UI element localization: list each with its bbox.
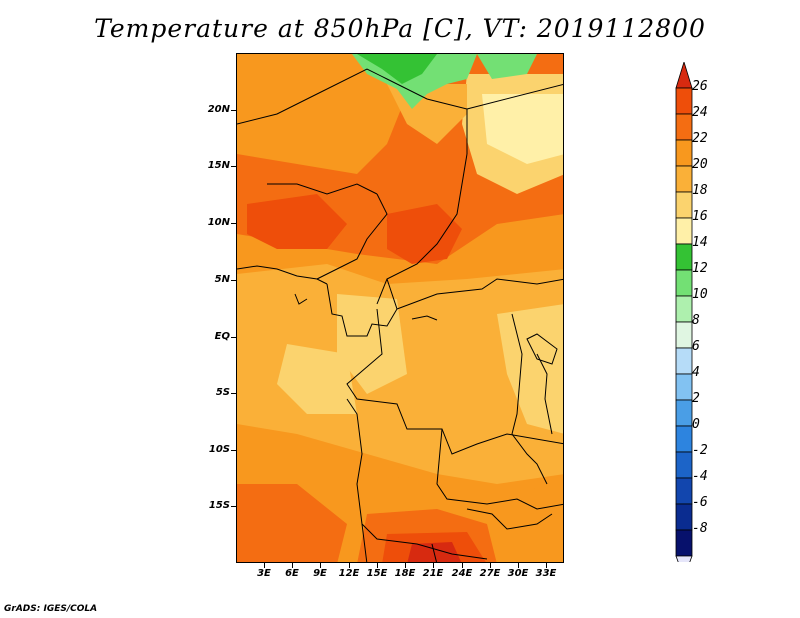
colorbar-label: 8 (692, 313, 700, 328)
colorbar-swatch (675, 243, 693, 271)
colorbar-swatch (675, 217, 693, 245)
lon-tick (320, 563, 321, 568)
colorbar-swatch (675, 477, 693, 505)
lon-label-15e: 15E (366, 568, 388, 579)
colorbar (675, 62, 693, 562)
lon-tick (264, 563, 265, 568)
colorbar-swatch (675, 321, 693, 349)
colorbar-label: 18 (692, 183, 708, 198)
colorbar-top-arrow (675, 62, 693, 89)
colorbar-label: -6 (692, 495, 708, 510)
colorbar-swatch (675, 113, 693, 141)
colorbar-swatch (675, 269, 693, 297)
colorbar-label: 22 (692, 131, 708, 146)
lon-label-24e: 24E (451, 568, 473, 579)
colorbar-swatch (675, 373, 693, 401)
lon-label-21e: 21E (422, 568, 444, 579)
lon-tick (462, 563, 463, 568)
lon-label-6e: 6E (285, 568, 299, 579)
lon-tick (546, 563, 547, 568)
lat-label-15s: 15S (208, 500, 230, 511)
colorbar-label: 20 (692, 157, 708, 172)
colorbar-label: 10 (692, 287, 708, 302)
colorbar-label: 4 (692, 365, 700, 380)
colorbar-label: 26 (692, 79, 708, 94)
colorbar-swatch (675, 399, 693, 427)
colorbar-swatch (675, 425, 693, 453)
map-svg (237, 54, 563, 562)
lon-tick (377, 563, 378, 568)
lon-tick (405, 563, 406, 568)
colorbar-swatch (675, 191, 693, 219)
colorbar-bottom-arrow (675, 555, 693, 562)
lon-label-12e: 12E (338, 568, 360, 579)
colorbar-label: -8 (692, 521, 708, 536)
lat-tick (231, 337, 236, 338)
lat-tick (231, 280, 236, 281)
lat-label-5s: 5S (215, 387, 230, 398)
colorbar-label: 24 (692, 105, 708, 120)
lat-tick (231, 450, 236, 451)
lon-label-27e: 27E (479, 568, 501, 579)
colorbar-label: 2 (692, 391, 700, 406)
lat-tick (231, 110, 236, 111)
lat-label-20n: 20N (207, 104, 230, 115)
temperature-map[interactable] (236, 53, 564, 563)
lon-tick (518, 563, 519, 568)
map-title: Temperature at 850hPa [C], VT: 201911280… (94, 14, 706, 43)
lon-label-33e: 33E (535, 568, 557, 579)
colorbar-label: -4 (692, 469, 708, 484)
lat-tick (231, 223, 236, 224)
colorbar-label: 6 (692, 339, 700, 354)
colorbar-label: 0 (692, 417, 700, 432)
colorbar-swatch (675, 529, 693, 557)
lat-label-10n: 10N (207, 217, 230, 228)
lat-label-15n: 15N (207, 160, 230, 171)
colorbar-swatch (675, 295, 693, 323)
lat-label-5n: 5N (214, 274, 230, 285)
lon-tick (349, 563, 350, 568)
colorbar-swatch (675, 165, 693, 193)
colorbar-swatch (675, 139, 693, 167)
lat-tick (231, 506, 236, 507)
colorbar-label: 14 (692, 235, 708, 250)
lon-tick (292, 563, 293, 568)
lat-tick (231, 166, 236, 167)
lon-label-3e: 3E (257, 568, 271, 579)
lon-tick (490, 563, 491, 568)
credit-text: GrADS: IGES/COLA (4, 604, 98, 614)
lon-label-30e: 30E (507, 568, 529, 579)
colorbar-label: 12 (692, 261, 708, 276)
colorbar-swatch (675, 347, 693, 375)
lat-label-10s: 10S (208, 444, 230, 455)
lat-tick (231, 393, 236, 394)
lon-label-9e: 9E (313, 568, 327, 579)
colorbar-swatch (675, 87, 693, 115)
colorbar-label: 16 (692, 209, 708, 224)
colorbar-swatch (675, 503, 693, 531)
lon-label-18e: 18E (394, 568, 416, 579)
lon-tick (433, 563, 434, 568)
colorbar-swatch (675, 451, 693, 479)
colorbar-label: -2 (692, 443, 708, 458)
lat-label-eq: EQ (214, 331, 230, 342)
